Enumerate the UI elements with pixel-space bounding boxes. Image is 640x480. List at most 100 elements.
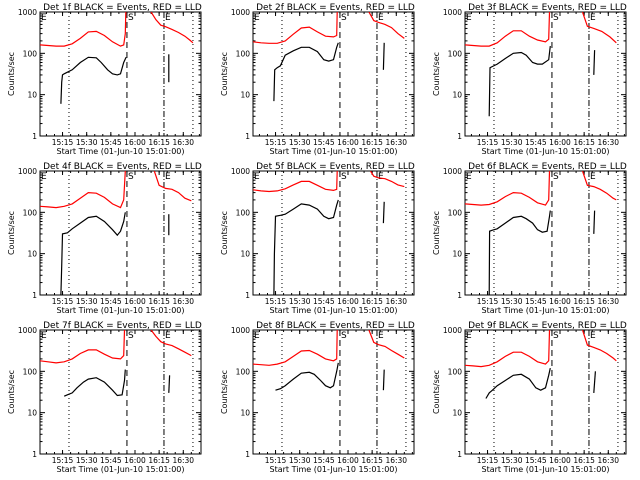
x-tick-label: 15:15 xyxy=(52,138,74,147)
x-tick-label: 15:15 xyxy=(52,297,74,306)
y-axis-label: Counts/sec xyxy=(7,370,16,414)
x-tick-label: 15:30 xyxy=(289,138,311,147)
y-tick-label: 100 xyxy=(23,367,38,376)
chart-panel: Det 6f BLACK = Events, RED = LLD 1 10 100 10… xyxy=(425,159,638,319)
chart-title: Det 5f BLACK = Events, RED = LLD xyxy=(256,162,415,172)
x-tick-label: 16:30 xyxy=(385,456,407,465)
y-tick-label: 100 xyxy=(448,49,463,58)
events-series-line xyxy=(273,42,339,102)
lld-series-line xyxy=(153,171,192,202)
lld-series-line xyxy=(465,171,551,206)
y-tick-label: 1 xyxy=(32,132,37,141)
x-tick-label: 15:30 xyxy=(289,297,311,306)
plot-frame xyxy=(39,170,202,296)
lld-series-line xyxy=(40,330,126,364)
x-tick-label: 16:00 xyxy=(549,456,571,465)
x-tick-label: 15:30 xyxy=(501,138,523,147)
chart-svg: Det 4f BLACK = Events, RED = LLD 1 10 100 10… xyxy=(7,162,202,315)
y-tick-label: 1000 xyxy=(231,326,250,335)
events-series-line xyxy=(593,210,596,234)
y-tick-label: 1000 xyxy=(18,326,37,335)
y-tick-label: 1000 xyxy=(18,167,37,176)
marker-label: E xyxy=(378,13,384,23)
x-tick-label: 16:00 xyxy=(337,456,359,465)
marker-label: E xyxy=(165,331,171,341)
y-tick-label: 1000 xyxy=(443,8,462,17)
marker-label: S xyxy=(553,13,559,23)
events-series-line xyxy=(168,375,171,393)
marker-label: E xyxy=(466,331,472,341)
y-axis-label: Counts/sec xyxy=(432,370,441,414)
x-tick-label: 15:45 xyxy=(313,456,335,465)
events-series-line xyxy=(60,212,126,295)
chart-title: Det 1f BLACK = Events, RED = LLD xyxy=(43,3,202,13)
marker-label: E xyxy=(466,13,472,23)
y-tick-label: 100 xyxy=(448,208,463,217)
marker-label: E xyxy=(165,13,171,23)
marker-label: E xyxy=(41,172,47,182)
y-tick-label: 1 xyxy=(32,450,37,459)
y-axis-label: Counts/sec xyxy=(220,370,229,414)
x-axis-label: Start Time (01-Jun-10 15:01:00) xyxy=(482,306,610,315)
chart-panel: Det 1f BLACK = Events, RED = LLD 1 10 100 10… xyxy=(0,0,213,160)
marker-label: E xyxy=(378,331,384,341)
x-tick-label: 16:00 xyxy=(124,456,146,465)
x-tick-label: 16:30 xyxy=(385,138,407,147)
x-tick-label: 16:15 xyxy=(361,138,383,147)
chart-svg: Det 9f BLACK = Events, RED = LLD 1 10 100 10… xyxy=(432,321,627,474)
y-tick-label: 10 xyxy=(240,91,250,100)
lld-series-line xyxy=(581,171,617,201)
x-tick-label: 16:30 xyxy=(172,138,194,147)
lld-series-line xyxy=(581,330,617,362)
chart-panel: Det 7f BLACK = Events, RED = LLD 1 10 100 10… xyxy=(0,318,213,478)
chart-svg: Det 1f BLACK = Events, RED = LLD 1 10 100 10… xyxy=(7,3,202,156)
lld-series-line xyxy=(253,330,338,366)
events-series-line xyxy=(63,369,126,397)
chart-title: Det 9f BLACK = Events, RED = LLD xyxy=(468,321,627,331)
y-tick-label: 1000 xyxy=(443,167,462,176)
marker-label: S xyxy=(341,172,347,182)
lld-series-line xyxy=(253,171,338,193)
x-axis-label: Start Time (01-Jun-10 15:01:00) xyxy=(482,465,610,474)
y-tick-label: 100 xyxy=(236,208,251,217)
lld-series-line xyxy=(581,12,617,44)
y-tick-label: 10 xyxy=(27,250,37,259)
chart-title: Det 7f BLACK = Events, RED = LLD xyxy=(43,321,202,331)
events-series-line xyxy=(275,362,339,391)
x-tick-label: 16:30 xyxy=(172,456,194,465)
x-tick-label: 15:15 xyxy=(477,297,499,306)
y-tick-label: 100 xyxy=(448,367,463,376)
x-axis-label: Start Time (01-Jun-10 15:01:00) xyxy=(57,465,185,474)
y-tick-label: 10 xyxy=(240,250,250,259)
marker-label: S xyxy=(341,13,347,23)
lld-series-line xyxy=(150,12,194,44)
lld-series-line xyxy=(465,12,551,47)
marker-label: S xyxy=(128,172,134,182)
x-tick-label: 15:15 xyxy=(265,138,287,147)
x-tick-label: 15:45 xyxy=(100,297,122,306)
x-tick-label: 16:30 xyxy=(172,297,194,306)
chart-panel: Det 8f BLACK = Events, RED = LLD 1 10 100 10… xyxy=(213,318,426,478)
plot-frame xyxy=(464,11,627,137)
lld-series-line xyxy=(40,171,126,209)
x-tick-label: 15:15 xyxy=(265,297,287,306)
y-tick-label: 1 xyxy=(32,291,37,300)
x-tick-label: 16:00 xyxy=(549,297,571,306)
y-tick-label: 1 xyxy=(457,450,462,459)
events-series-line xyxy=(488,46,551,117)
x-axis-label: Start Time (01-Jun-10 15:01:00) xyxy=(270,465,398,474)
events-series-line xyxy=(593,50,596,75)
events-series-line xyxy=(382,201,385,224)
chart-panel: Det 9f BLACK = Events, RED = LLD 1 10 100 10… xyxy=(425,318,638,478)
marker-label: E xyxy=(378,172,384,182)
x-tick-label: 16:15 xyxy=(573,456,595,465)
y-tick-label: 1000 xyxy=(231,167,250,176)
events-series-line xyxy=(60,56,127,104)
marker-label: E xyxy=(41,331,47,341)
chart-svg: Det 3f BLACK = Events, RED = LLD 1 10 100 10… xyxy=(432,3,627,156)
plot-frame xyxy=(252,170,415,296)
plot-frame xyxy=(252,11,415,137)
events-series-line xyxy=(382,42,385,70)
y-axis-label: Counts/sec xyxy=(432,52,441,96)
